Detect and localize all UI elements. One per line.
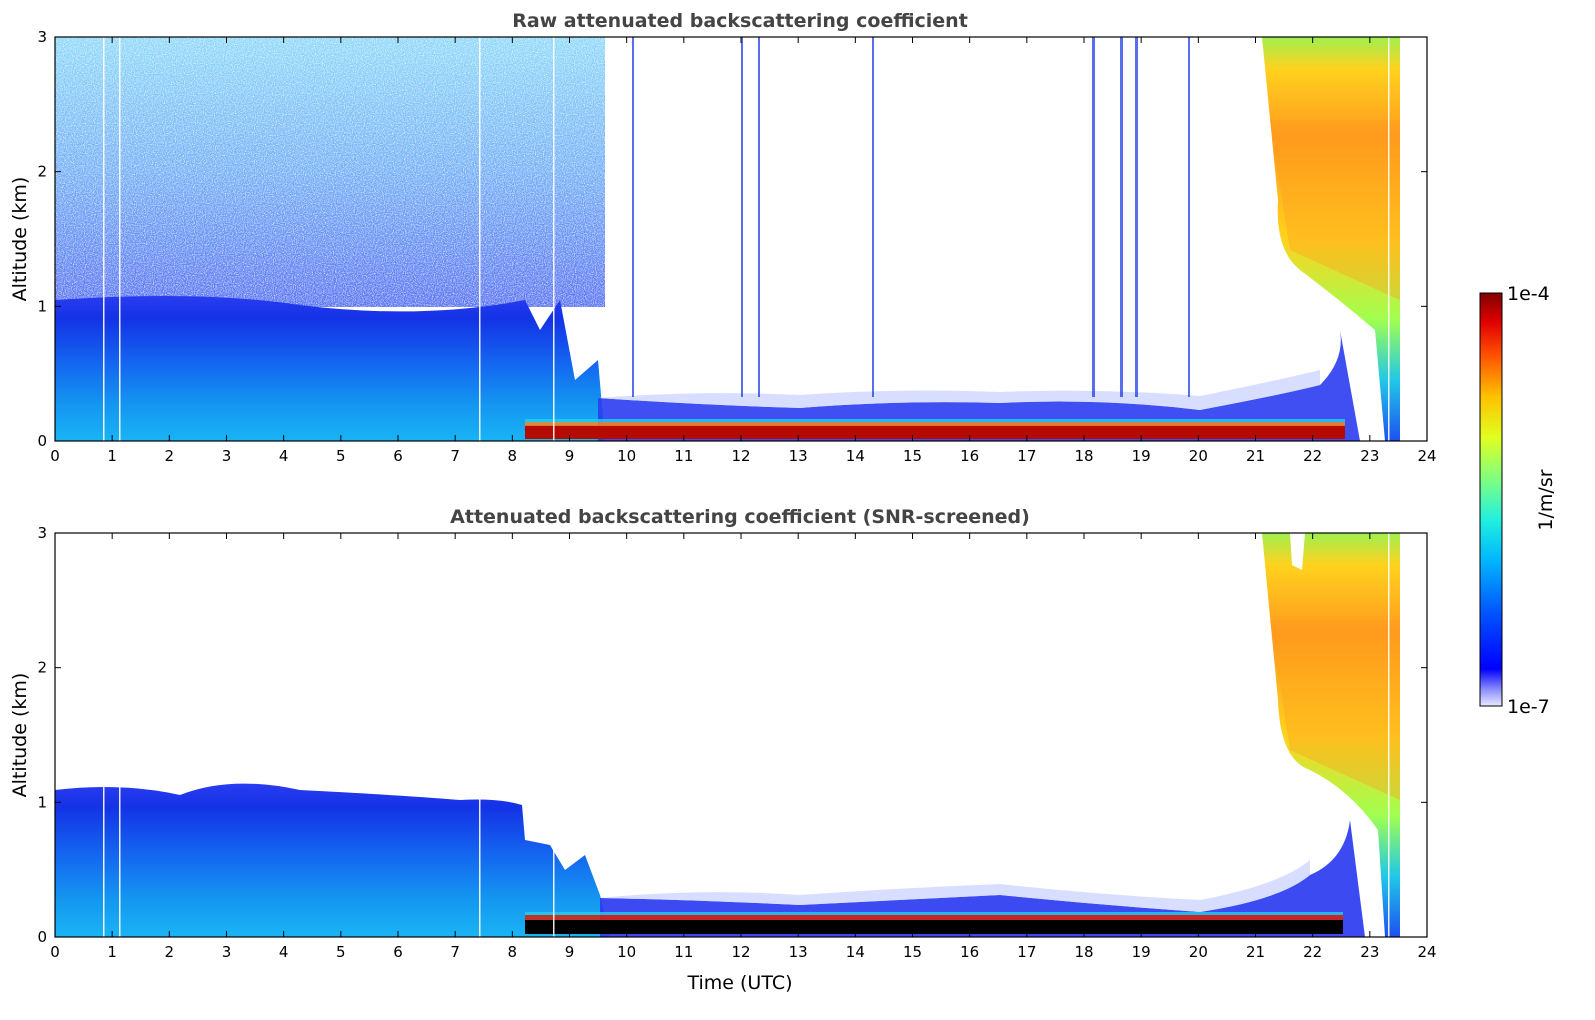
y-tick-label: 1 [37, 793, 47, 811]
x-tick-label: 2 [165, 447, 175, 465]
x-tick-label: 3 [222, 943, 232, 961]
x-tick-label: 14 [846, 447, 865, 465]
raw-fog-layer [525, 425, 1345, 439]
x-tick-label: 17 [1017, 447, 1036, 465]
x-tick-label: 21 [1246, 943, 1265, 961]
y-tick-label: 0 [37, 928, 47, 946]
panel-screened-y-axis: 0 1 2 3 [37, 524, 1427, 946]
panel-screened-heatmap [55, 533, 1427, 937]
x-tick-label: 6 [393, 447, 403, 465]
x-tick-label: 11 [674, 447, 693, 465]
panel-raw: Raw attenuated backscattering coefficien… [9, 10, 1437, 465]
x-tick-label: 10 [617, 447, 636, 465]
screened-rain-region [1262, 533, 1400, 937]
x-tick-label: 14 [846, 943, 865, 961]
x-tick-label: 0 [50, 943, 60, 961]
x-tick-label: 19 [1132, 447, 1151, 465]
x-tick-label: 16 [960, 447, 979, 465]
panel-raw-title: Raw attenuated backscattering coefficien… [512, 10, 968, 32]
screened-mixed-layer [600, 820, 1365, 937]
x-tick-label: 8 [508, 447, 518, 465]
x-tick-label: 15 [903, 943, 922, 961]
raw-rain-region [1262, 37, 1400, 441]
x-tick-label: 18 [1074, 447, 1093, 465]
y-tick-label: 0 [37, 432, 47, 450]
x-tick-label: 12 [731, 943, 750, 961]
x-tick-label: 5 [336, 447, 346, 465]
x-tick-label: 22 [1303, 943, 1322, 961]
panel-raw-y-label: Altitude (km) [9, 177, 31, 302]
colorbar: 1e-4 1e-7 1/m/sr [1479, 283, 1557, 718]
x-tick-label: 24 [1417, 447, 1436, 465]
x-tick-label: 9 [565, 447, 575, 465]
panel-screened-y-label: Altitude (km) [9, 673, 31, 798]
x-tick-label: 7 [450, 447, 460, 465]
x-tick-label: 24 [1417, 943, 1436, 961]
y-tick-label: 2 [37, 163, 47, 181]
x-tick-label: 23 [1360, 447, 1379, 465]
colorbar-unit-label: 1/m/sr [1535, 469, 1557, 530]
y-tick-label: 3 [37, 28, 47, 46]
x-tick-label: 1 [107, 447, 117, 465]
x-tick-label: 18 [1074, 943, 1093, 961]
colorbar-max-label: 1e-4 [1507, 283, 1550, 305]
panel-screened-x-label: Time (UTC) [686, 972, 792, 994]
x-tick-label: 13 [789, 447, 808, 465]
panel-raw-y-axis: 0 1 2 3 [37, 28, 1427, 450]
screened-fog-layer [525, 920, 1343, 934]
x-tick-label: 23 [1360, 943, 1379, 961]
x-tick-label: 20 [1189, 447, 1208, 465]
y-tick-label: 3 [37, 524, 47, 542]
x-tick-label: 13 [789, 943, 808, 961]
x-tick-label: 15 [903, 447, 922, 465]
raw-boundary-layer [55, 296, 605, 441]
panel-raw-heatmap [55, 37, 1427, 441]
panel-screened-title: Attenuated backscattering coefficient (S… [450, 506, 1030, 528]
x-tick-label: 7 [450, 943, 460, 961]
screened-boundary-layer [55, 783, 610, 937]
x-tick-label: 22 [1303, 447, 1322, 465]
x-tick-label: 20 [1189, 943, 1208, 961]
raw-mixed-layer [598, 330, 1360, 441]
x-tick-label: 19 [1132, 943, 1151, 961]
x-tick-label: 0 [50, 447, 60, 465]
x-tick-label: 6 [393, 943, 403, 961]
x-tick-label: 4 [279, 943, 289, 961]
x-tick-label: 10 [617, 943, 636, 961]
x-tick-label: 5 [336, 943, 346, 961]
panel-screened: Attenuated backscattering coefficient (S… [9, 506, 1437, 994]
x-tick-label: 1 [107, 943, 117, 961]
x-tick-label: 16 [960, 943, 979, 961]
x-tick-label: 2 [165, 943, 175, 961]
y-tick-label: 2 [37, 659, 47, 677]
panel-raw-x-axis: 0 1 2 3 4 5 6 7 8 9 10 11 12 13 14 15 16 17 18 19 20 21 22 23 24 [50, 37, 1437, 465]
x-tick-label: 9 [565, 943, 575, 961]
panel-screened-x-axis: 0 1 2 3 4 5 6 7 8 9 10 11 12 13 14 15 16 17 18 19 20 21 22 23 24 [50, 533, 1437, 961]
y-tick-label: 1 [37, 297, 47, 315]
colorbar-gradient [1479, 292, 1503, 707]
x-tick-label: 21 [1246, 447, 1265, 465]
x-tick-label: 11 [674, 943, 693, 961]
x-tick-label: 12 [731, 447, 750, 465]
x-tick-label: 3 [222, 447, 232, 465]
x-tick-label: 17 [1017, 943, 1036, 961]
x-tick-label: 8 [508, 943, 518, 961]
colorbar-min-label: 1e-7 [1507, 696, 1550, 718]
x-tick-label: 4 [279, 447, 289, 465]
